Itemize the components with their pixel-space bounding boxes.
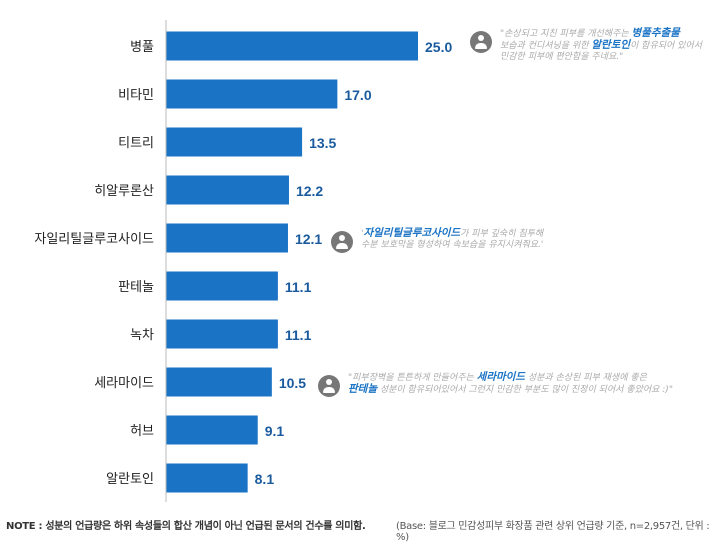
value-label: 25.0 [425,39,452,55]
quote-highlight: 자일리틸글루코사이드 [363,227,461,239]
quote-segment: 성분과 손상된 피부 재생에 좋은 [524,373,647,383]
category-label: 비타민 [118,88,154,103]
category-label: 세라마이드 [94,376,154,391]
quote-text: "피부장벽을 튼튼하게 만들어주는 세라마이드 성분과 손상된 피부 재생에 좋… [348,372,673,396]
quote-callout-1: "손상되고 지친 피부를 개선해주는 병풀추출물 보습과 컨디셔닝을 위한 알란토… [470,28,702,63]
quote-line: 판테놀 성분이 함유되어있어서 그런지 민감한 부분도 많이 진정이 되어서 좋… [348,384,673,396]
bar [166,271,278,301]
category-label: 허브 [130,424,154,439]
value-label: 12.1 [295,231,322,247]
quote-segment: "손상되고 지친 피부를 개선해주는 [500,29,632,39]
category-label: 자일리틸글루코사이드 [34,232,154,247]
value-label: 9.1 [265,423,285,439]
quote-text: "손상되고 지친 피부를 개선해주는 병풀추출물 보습과 컨디셔닝을 위한 알란토… [500,28,702,63]
quote-segment: 이 함유되어 있어서 [630,41,702,51]
quote-segment: 수분 보호막을 형성하여 속보습을 유지시켜줘요.' [361,240,544,250]
bar [166,223,288,253]
bar [166,367,272,397]
bar [166,319,278,349]
user-avatar-icon [331,231,353,253]
category-label: 판테놀 [118,280,154,295]
bar [166,127,303,157]
quote-highlight: 판테놀 [348,383,377,395]
quote-highlight: 병풀추출물 [631,27,680,39]
quote-line: "피부장벽을 튼튼하게 만들어주는 세라마이드 성분과 손상된 피부 재생에 좋… [348,372,673,384]
value-label: 11.1 [285,279,312,295]
quote-line: '자일리틸글루코사이드가 피부 깊숙히 침투해 [361,228,543,240]
bar [166,79,338,109]
bar [166,415,258,445]
quote-highlight: 알란토인 [591,39,631,51]
value-label: 10.5 [279,375,306,391]
bar [166,463,248,493]
bar [166,175,289,205]
bar [166,31,418,61]
quote-line: "손상되고 지친 피부를 개선해주는 병풀추출물 [500,28,702,40]
value-label: 8.1 [255,471,275,487]
footer-base: (Base: 블로그 민감성피부 화장품 관련 상위 언급량 기준, n=2,9… [396,521,710,543]
quote-highlight: 세라마이드 [476,371,525,383]
value-label: 12.2 [296,183,323,199]
category-label: 히알루론산 [94,184,154,199]
user-avatar-icon [470,31,492,53]
quote-segment: 보습과 컨디셔닝을 위한 [500,41,592,51]
category-label: 티트리 [118,136,154,151]
quote-segment: 가 피부 깊숙히 침투해 [460,229,544,239]
category-label: 녹차 [130,328,154,343]
quote-segment: "피부장벽을 튼튼하게 만들어주는 [348,373,477,383]
value-label: 11.1 [285,327,312,343]
category-label: 알란토인 [106,472,154,487]
value-label: 17.0 [344,87,371,103]
quote-callout-2: '자일리틸글루코사이드가 피부 깊숙히 침투해 수분 보호막을 형성하여 속보습을… [331,228,543,253]
user-avatar-icon [318,375,340,397]
footer-note: NOTE : 성분의 언급량은 하위 속성들의 합산 개념이 아닌 언급된 문서… [6,521,366,532]
category-label: 병풀 [130,40,154,55]
quote-line: 민감한 피부에 편안함을 주네요." [500,52,702,63]
quote-segment: ' [361,229,364,239]
quote-callout-3: "피부장벽을 튼튼하게 만들어주는 세라마이드 성분과 손상된 피부 재생에 좋… [318,372,673,397]
quote-segment: 성분이 함유되어있어서 그런지 민감한 부분도 많이 진정이 되어서 좋았어요 … [376,385,673,395]
value-label: 13.5 [309,135,336,151]
quote-line: 수분 보호막을 형성하여 속보습을 유지시켜줘요.' [361,240,543,251]
quote-line: 보습과 컨디셔닝을 위한 알란토인이 함유되어 있어서 [500,40,702,52]
quote-segment: 민감한 피부에 편안함을 주네요." [500,52,624,62]
quote-text: '자일리틸글루코사이드가 피부 깊숙히 침투해 수분 보호막을 형성하여 속보습을… [361,228,543,251]
